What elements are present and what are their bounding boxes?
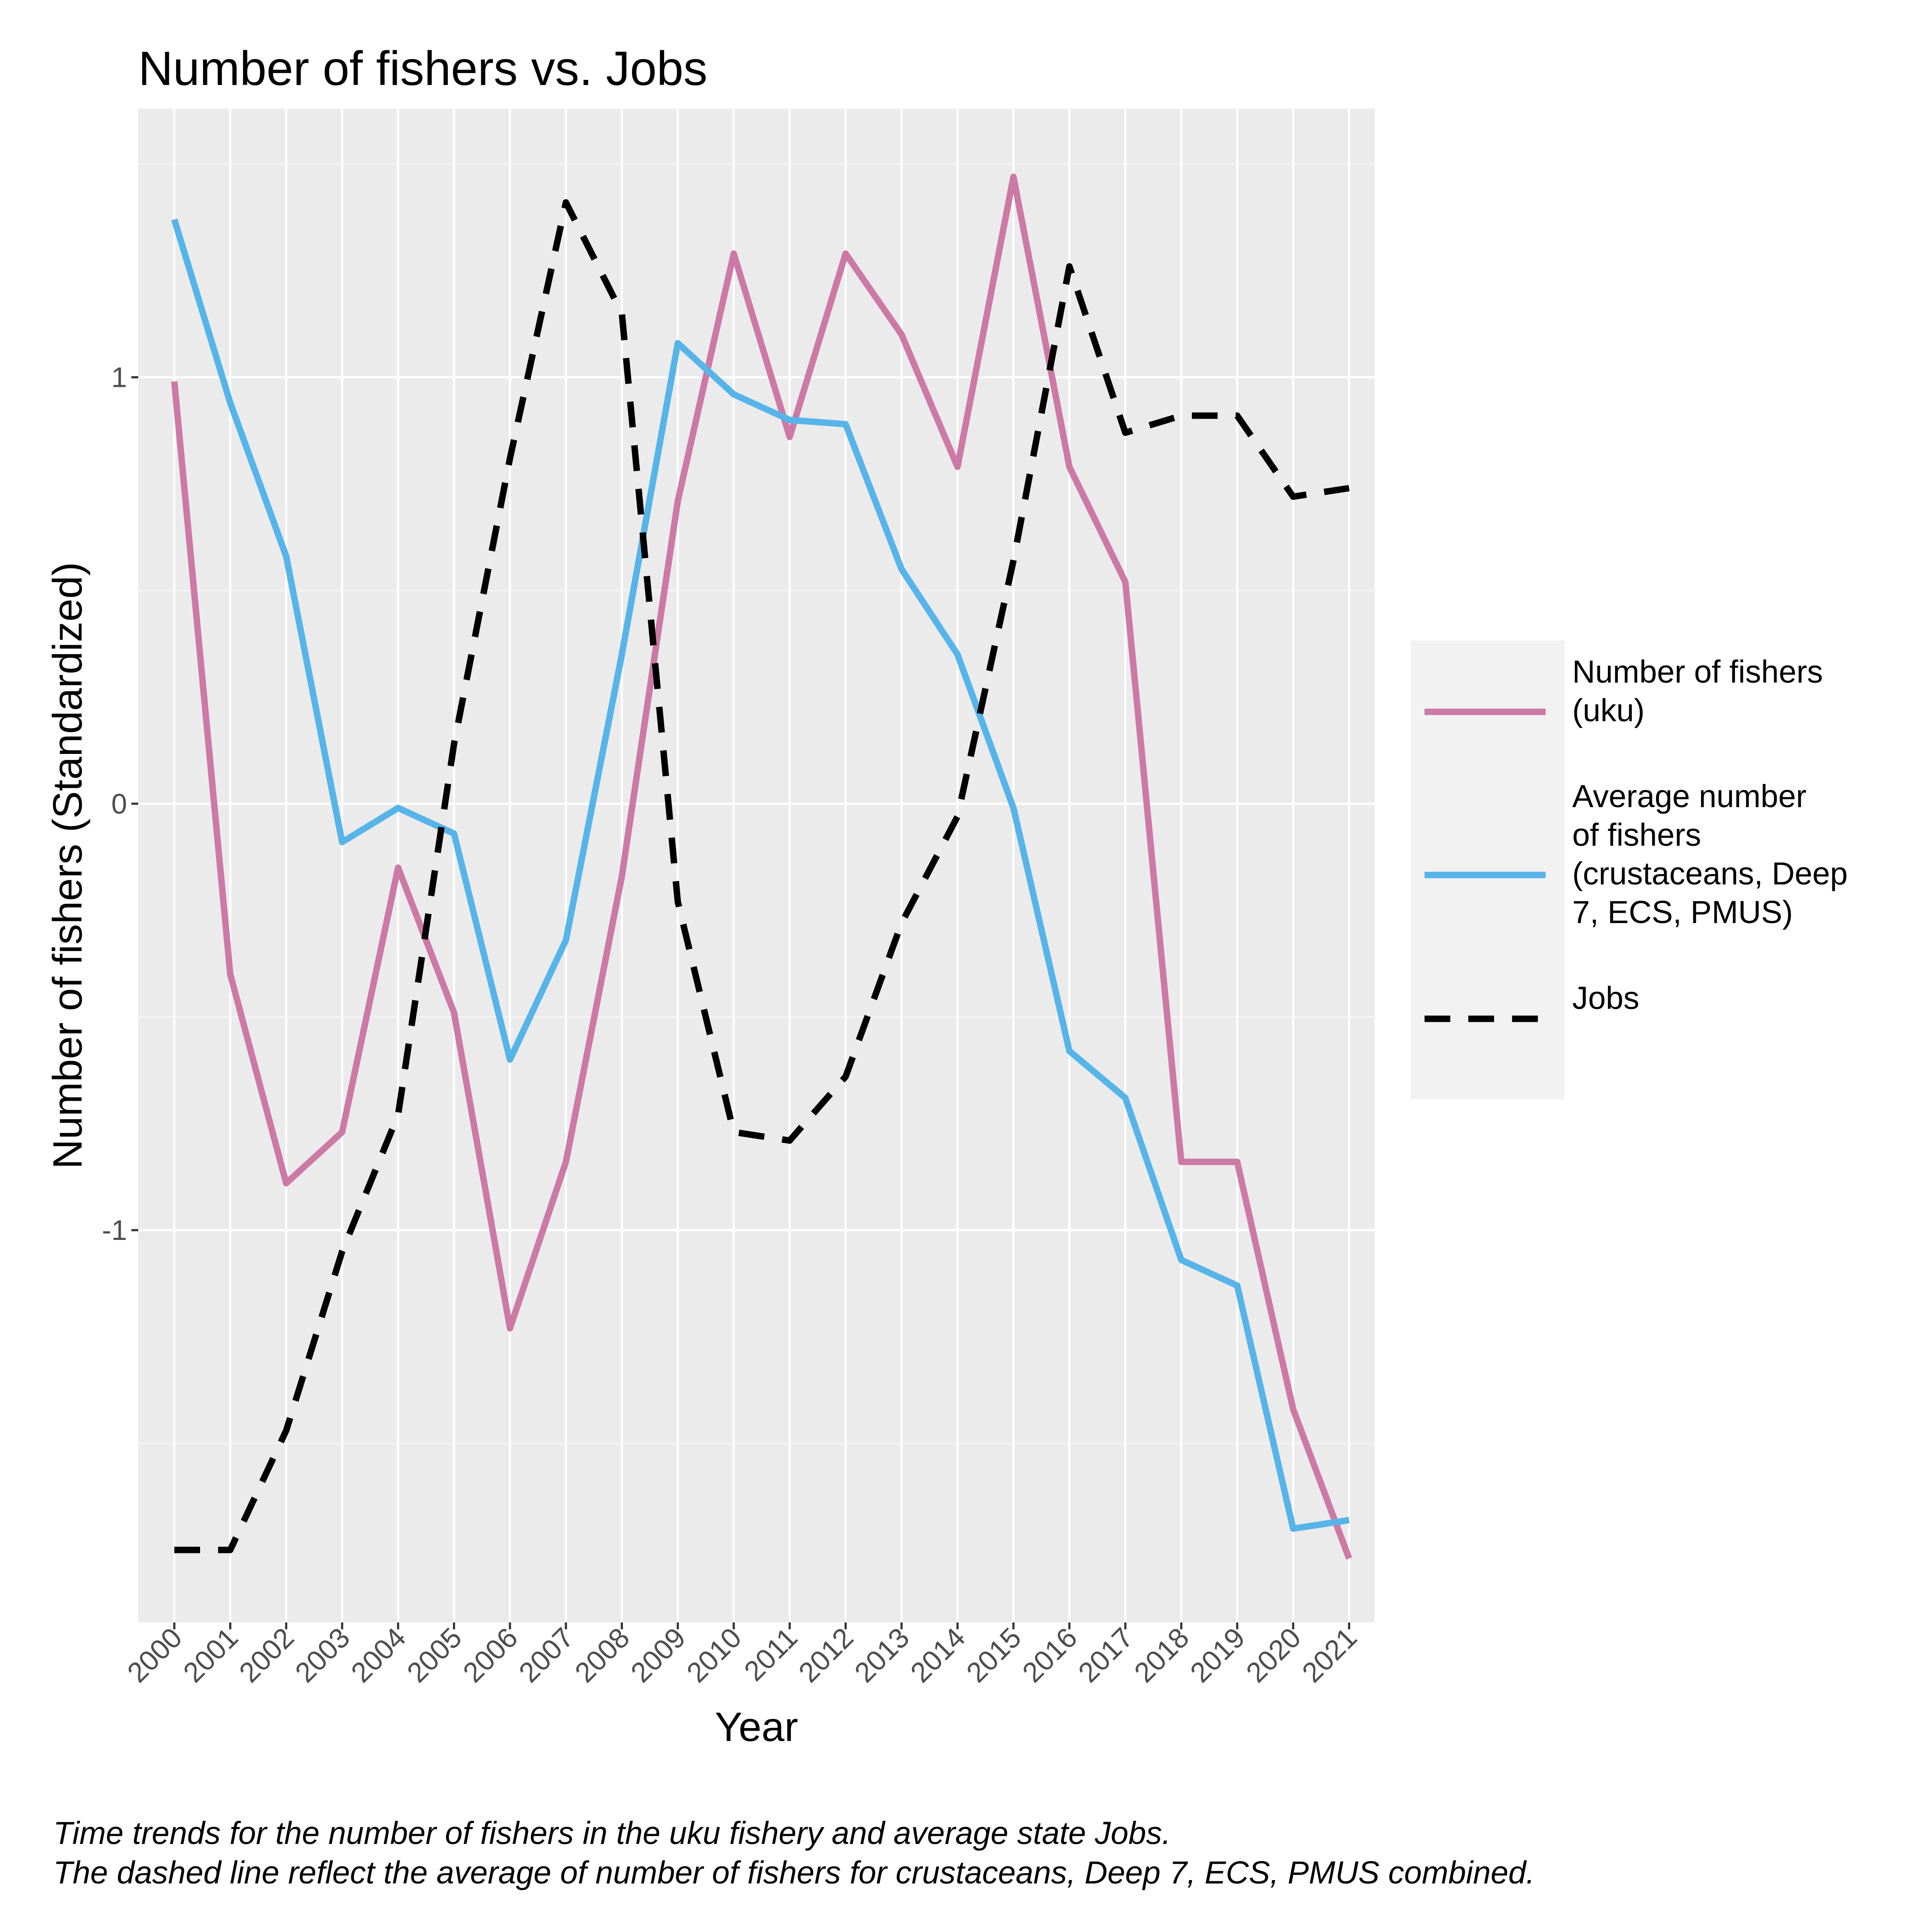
legend-label: Average number [1572, 778, 1807, 814]
y-tick-label: -1 [102, 1214, 127, 1246]
legend-label: Number of fishers [1572, 654, 1823, 690]
legend-label: Jobs [1572, 980, 1639, 1016]
legend-background [1411, 641, 1564, 1099]
series-line [171, 219, 1350, 1532]
series-line [174, 199, 1350, 1553]
legend-label: 7, ECS, PMUS) [1572, 894, 1793, 930]
chart-title: Number of fishers vs. Jobs [138, 42, 708, 95]
y-tick-label: 0 [111, 788, 127, 820]
caption-line: The dashed line reflect the average of n… [53, 1855, 1535, 1890]
caption-line: Time trends for the number of fishers in… [53, 1815, 1171, 1851]
series-lines [171, 173, 1352, 1560]
legend-label: (uku) [1572, 693, 1645, 728]
plot-panel [138, 109, 1375, 1622]
y-axis: -1 0 1 [102, 361, 138, 1246]
y-axis-title: Number of fishers (Standardized) [45, 562, 91, 1169]
figure-caption: Time trends for the number of fishers in… [53, 1815, 1535, 1890]
y-tick-label: 1 [111, 361, 127, 393]
series-line [171, 173, 1352, 1560]
legend-label: (crustaceans, Deep [1572, 856, 1848, 891]
x-axis-title: Year [715, 1704, 798, 1750]
legend-label: of fishers [1572, 817, 1701, 853]
